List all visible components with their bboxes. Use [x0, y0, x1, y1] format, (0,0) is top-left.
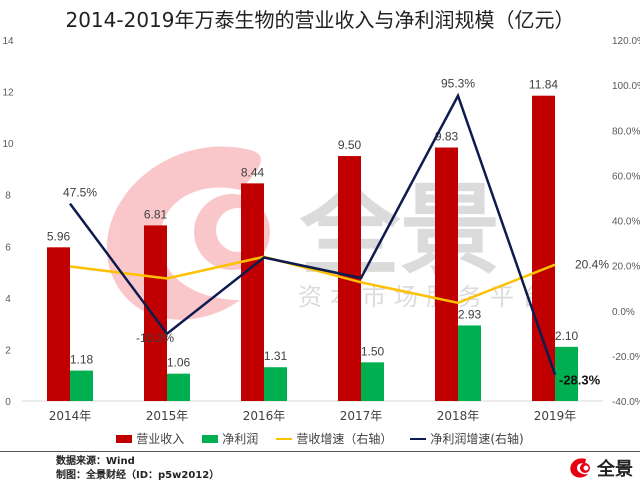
- legend: 营业收入 净利润 营收增速（右轴） 净利润增速(右轴): [0, 430, 640, 447]
- bar-value-label: 9.50: [338, 138, 362, 152]
- right-axis-tick: 20.0%: [612, 262, 640, 273]
- legend-swatch-revenue-growth: [276, 437, 293, 440]
- bar-value-label: 11.84: [529, 78, 558, 92]
- line-value-label: -10.2%: [136, 331, 174, 345]
- line-series[interactable]: [68, 92, 557, 376]
- bar[interactable]: [144, 225, 167, 401]
- line-value-label: -28.3%: [559, 373, 601, 388]
- bar-value-label: 6.81: [144, 207, 168, 221]
- legend-item-revenue[interactable]: 营业收入: [116, 430, 184, 447]
- left-axis-ticks: 0 2 4 6 8 10 12 14: [2, 36, 14, 408]
- bar-value-label: 1.18: [70, 353, 94, 367]
- bar[interactable]: [555, 346, 578, 401]
- legend-item-net-profit[interactable]: 净利润: [202, 430, 258, 447]
- bar[interactable]: [532, 95, 555, 401]
- legend-item-net-profit-growth[interactable]: 净利润增速(右轴): [410, 430, 524, 447]
- right-axis-tick: 40.0%: [612, 217, 640, 228]
- bar[interactable]: [264, 367, 287, 401]
- bar[interactable]: [47, 247, 70, 401]
- left-axis-tick: 12: [2, 88, 14, 99]
- legend-swatch-revenue: [116, 434, 133, 443]
- left-axis-tick: 0: [5, 397, 11, 408]
- footer: 数据来源：Wind 制图：全景财经（ID：p5w2012）: [56, 455, 219, 483]
- chart-plot: 0 2 4 6 8 10 12 14 -40.0% -20.0% 0.0% 20.0% 40.0% 60…: [2, 36, 640, 423]
- legend-swatch-net-profit: [202, 434, 219, 443]
- right-axis-tick: -20.0%: [612, 352, 640, 363]
- legend-item-revenue-growth[interactable]: 营收增速（右轴）: [276, 430, 392, 447]
- x-axis-label: 2014年: [49, 409, 92, 423]
- line-value-label: 47.5%: [63, 186, 97, 200]
- legend-swatch-net-profit-growth: [410, 437, 427, 440]
- left-axis-tick: 14: [2, 36, 14, 47]
- x-axis-label: 2017年: [340, 409, 383, 423]
- right-axis-tick: 80.0%: [612, 126, 640, 137]
- x-axis-label: 2015年: [146, 409, 189, 423]
- left-axis-tick: 6: [5, 242, 11, 253]
- bar-value-label: 2.10: [555, 329, 579, 343]
- left-axis-tick: 4: [5, 294, 11, 305]
- left-axis-tick: 8: [5, 191, 11, 202]
- bar-series: 5.96 6.81 8.44 9.50 9.83 11.84 1.18 1.06 1.31 1.5…: [47, 78, 579, 401]
- right-axis-tick: 60.0%: [612, 171, 640, 182]
- chart-credit: 制图：全景财经（ID：p5w2012）: [56, 470, 220, 481]
- bar-value-label: 9.83: [435, 130, 459, 144]
- bar[interactable]: [241, 183, 264, 401]
- x-axis-label: 2016年: [243, 409, 286, 423]
- left-axis-tick: 10: [2, 139, 14, 150]
- data-source: 数据来源：Wind: [56, 456, 135, 467]
- x-axis-label: 2019年: [534, 409, 577, 423]
- bar-value-label: 2.93: [458, 307, 482, 321]
- bar[interactable]: [70, 370, 93, 401]
- bar-value-label: 1.31: [264, 349, 288, 363]
- line-series[interactable]: [69, 255, 556, 305]
- right-axis-ticks: -40.0% -20.0% 0.0% 20.0% 40.0% 60.0% 80.0% 100.…: [612, 36, 640, 408]
- bar[interactable]: [167, 373, 190, 401]
- line-value-label: 20.4%: [575, 258, 609, 272]
- line-series: 20.4% 47.5% -10.2% 95.3% -28.3%: [63, 77, 609, 388]
- logo-text: 全景: [597, 459, 633, 480]
- chart-title: 2014-2019年万泰生物的营业收入与净利润规模（亿元）: [65, 8, 575, 32]
- footer-divider: [0, 451, 640, 452]
- left-axis-tick: 2: [5, 345, 11, 356]
- bar[interactable]: [361, 362, 384, 401]
- bar-value-label: 1.06: [167, 356, 191, 370]
- right-axis-tick: -40.0%: [612, 397, 640, 408]
- x-axis-label: 2018年: [437, 409, 480, 423]
- logo-swirl-icon: [570, 458, 590, 478]
- brand-logo: 全景: [568, 455, 633, 481]
- bar-value-label: 8.44: [241, 165, 265, 179]
- bar[interactable]: [435, 147, 458, 401]
- bar[interactable]: [458, 325, 481, 401]
- bar-value-label: 1.50: [361, 344, 385, 358]
- right-axis-tick: 100.0%: [612, 81, 640, 92]
- right-axis-tick: 120.0%: [612, 36, 640, 47]
- right-axis-tick: 0.0%: [612, 307, 635, 318]
- bar-value-label: 5.96: [47, 229, 71, 243]
- x-axis-labels: 2014年 2015年 2016年 2017年 2018年 2019年: [49, 409, 577, 423]
- line-value-label: 95.3%: [441, 77, 475, 91]
